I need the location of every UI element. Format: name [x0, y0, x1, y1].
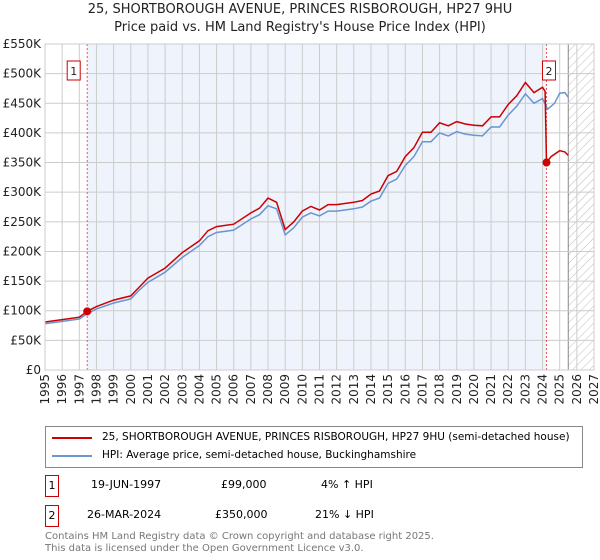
x-tick-label: 2013	[347, 374, 361, 405]
legend-property: 25, SHORTBOROUGH AVENUE, PRINCES RISBORO…	[102, 431, 570, 443]
footer: Contains HM Land Registry data © Crown c…	[45, 531, 434, 555]
y-tick-label: £550K	[3, 37, 43, 51]
y-tick-label: £50K	[10, 333, 42, 347]
x-tick-label: 2026	[570, 374, 584, 405]
ownership-shade	[87, 44, 547, 370]
x-tick-label: 2018	[433, 374, 447, 405]
y-tick-label: £350K	[3, 156, 43, 170]
transaction-point	[83, 307, 92, 316]
y-tick-label: £400K	[3, 126, 43, 140]
x-tick-label: 2009	[278, 374, 292, 405]
x-tick-label: 2021	[484, 374, 498, 405]
transaction-hpi-diff: 21% ↓ HPI	[315, 508, 374, 521]
x-tick-label: 2008	[261, 374, 275, 405]
x-tick-label: 2007	[244, 374, 258, 405]
x-tick-label: 2022	[501, 374, 515, 405]
property-price-line	[44, 81, 569, 323]
y-tick-label: £300K	[3, 185, 43, 199]
hpi-line	[44, 91, 569, 325]
y-tick-label: £200K	[3, 244, 43, 258]
footer-copyright: Contains HM Land Registry data © Crown c…	[45, 531, 434, 542]
hpi-line-swatch	[52, 454, 92, 457]
transaction-label: 2	[545, 65, 552, 78]
transaction-date: 19-JUN-1997	[91, 478, 162, 491]
chart-title: 25, SHORTBOROUGH AVENUE, PRINCES RISBORO…	[87, 2, 513, 17]
x-tick-label: 2003	[175, 374, 189, 405]
x-tick-label: 2020	[467, 374, 481, 405]
x-tick-label: 2004	[192, 374, 206, 405]
y-tick-label: £250K	[3, 215, 43, 229]
chart-subtitle: Price paid vs. HM Land Registry's House …	[114, 20, 486, 35]
y-tick-label: £500K	[3, 67, 43, 81]
x-tick-label: 1996	[55, 374, 69, 405]
transaction-price: £99,000	[221, 478, 267, 491]
transaction-hpi-diff: 4% ↑ HPI	[321, 478, 373, 491]
x-tick-label: 2023	[518, 374, 532, 405]
transaction-marker: 2	[45, 505, 59, 527]
x-tick-label: 1998	[89, 374, 103, 405]
x-tick-label: 1995	[38, 374, 52, 405]
y-tick-label: £150K	[3, 274, 43, 288]
price-chart: 1 2 £0 £50K £100K £150K £200K £250K £300K £350K £4…	[3, 37, 600, 405]
transaction-label-box	[66, 60, 81, 81]
x-tick-label: 2014	[364, 374, 378, 405]
x-tick-label: 2011	[313, 374, 327, 405]
x-tick-label: 2027	[587, 374, 600, 405]
transaction-price: £350,000	[215, 508, 268, 521]
forecast-hatch	[568, 44, 594, 370]
plot-frame	[44, 43, 595, 371]
x-tick-label: 2017	[415, 374, 429, 405]
footer-licence: This data is licensed under the Open Gov…	[45, 543, 364, 554]
transaction-point	[542, 158, 551, 167]
property-line-swatch	[52, 436, 92, 439]
x-tick-label: 2002	[158, 374, 172, 405]
y-tick-label: £100K	[3, 304, 43, 318]
x-tick-label: 2024	[536, 374, 550, 405]
x-tick-label: 2005	[210, 374, 224, 405]
y-tick-label: £0	[26, 363, 41, 377]
x-tick-label: 2012	[330, 374, 344, 405]
x-tick-label: 2015	[381, 374, 395, 405]
x-tick-label: 2006	[227, 374, 241, 405]
x-tick-label: 2010	[295, 374, 309, 405]
legend-hpi: HPI: Average price, semi-detached house,…	[102, 449, 417, 461]
x-tick-label: 1997	[72, 374, 86, 405]
transaction-label-box	[541, 60, 556, 81]
transaction-label: 1	[70, 65, 77, 78]
transaction-date: 26-MAR-2024	[87, 508, 162, 521]
x-tick-label: 2016	[398, 374, 412, 405]
x-tick-label: 2019	[450, 374, 464, 405]
transaction-row: 1 19-JUN-1997 £99,000 4% ↑ HPI	[45, 475, 445, 499]
y-tick-label: £450K	[3, 96, 43, 110]
x-tick-label: 2000	[124, 374, 138, 405]
transaction-row: 2 26-MAR-2024 £350,000 21% ↓ HPI	[45, 505, 445, 529]
chart-legend: 25, SHORTBOROUGH AVENUE, PRINCES RISBORO…	[45, 426, 583, 468]
transaction-marker: 1	[45, 475, 59, 497]
x-tick-label: 1999	[107, 374, 121, 405]
x-tick-label: 2025	[553, 374, 567, 405]
x-tick-label: 2001	[141, 374, 155, 405]
